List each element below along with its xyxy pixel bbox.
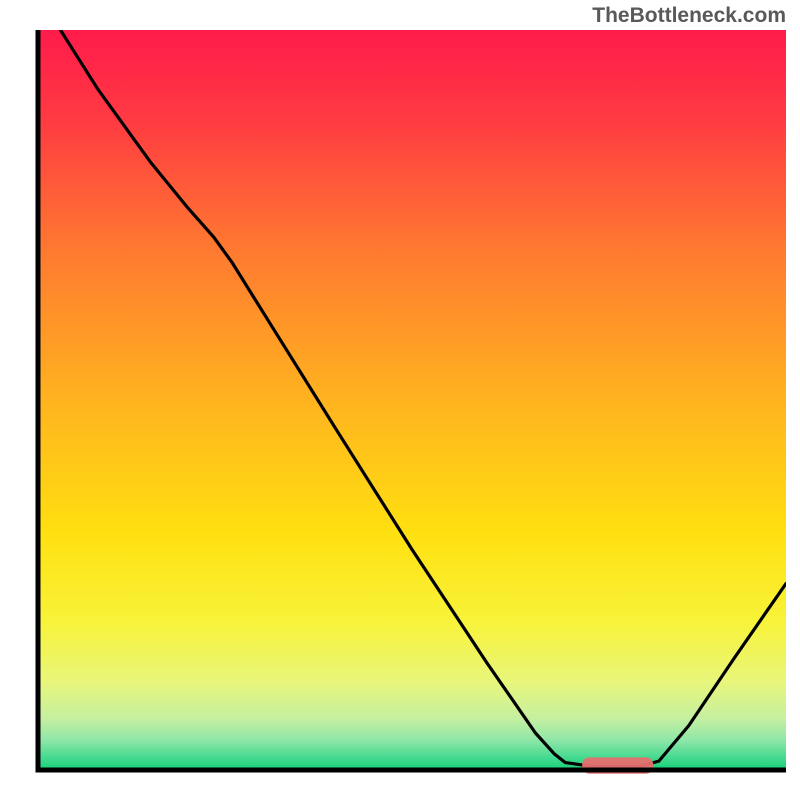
plot-background bbox=[38, 30, 786, 770]
chart-container: TheBottleneck.com bbox=[0, 0, 800, 800]
bottleneck-chart bbox=[0, 0, 800, 800]
watermark-text: TheBottleneck.com bbox=[592, 4, 786, 28]
